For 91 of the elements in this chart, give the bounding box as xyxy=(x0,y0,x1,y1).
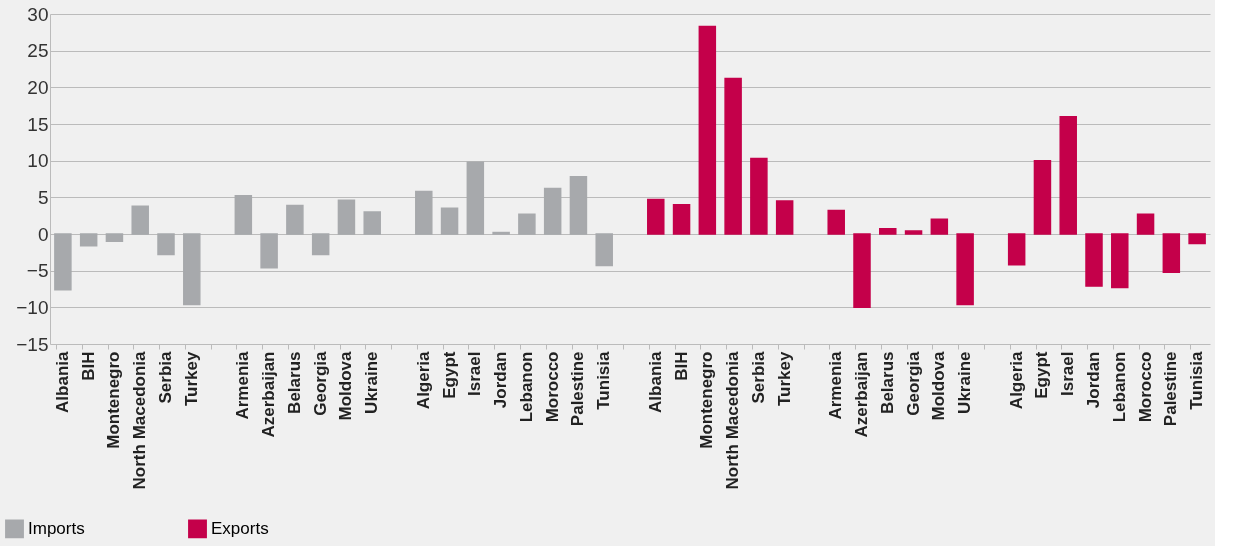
bar xyxy=(311,233,330,256)
x-tick-label: Tunisia xyxy=(1187,350,1207,410)
bar xyxy=(1033,159,1052,235)
x-tick-label: Tunisia xyxy=(594,350,614,410)
bar xyxy=(879,228,897,235)
bar xyxy=(1007,233,1026,266)
y-tick-label: 0 xyxy=(37,223,49,245)
x-tick-label: Belarus xyxy=(284,351,304,414)
bar xyxy=(595,233,613,267)
x-tick-label: Albania xyxy=(645,350,665,413)
legend-label: Exports xyxy=(211,518,269,538)
x-tick-label: Jordan xyxy=(1084,351,1103,409)
bar xyxy=(415,190,433,235)
y-tick-label: 5 xyxy=(37,186,49,208)
bar xyxy=(1085,233,1103,287)
x-tick-label: Israel xyxy=(465,351,485,396)
bar xyxy=(853,233,871,309)
x-tick-label: Lebanon xyxy=(516,351,536,423)
bar xyxy=(157,233,175,256)
x-tick-label: BIH xyxy=(78,351,98,381)
bar xyxy=(672,203,691,235)
bar xyxy=(131,205,149,235)
x-tick-label: Armenia xyxy=(826,350,846,420)
x-tick-label: Algeria xyxy=(413,350,433,410)
bar xyxy=(750,157,768,235)
bar xyxy=(337,199,356,235)
x-tick-label: BIH xyxy=(671,351,691,381)
bar xyxy=(1111,233,1129,289)
bar xyxy=(698,25,717,235)
bar xyxy=(54,233,72,291)
bar xyxy=(105,233,124,243)
bar xyxy=(440,207,459,235)
x-tick-label: Ukraine xyxy=(362,351,382,414)
bar xyxy=(518,213,536,235)
bar xyxy=(79,233,98,247)
bar xyxy=(904,230,923,235)
y-tick-label: 30 xyxy=(27,3,49,25)
x-tick-label: Belarus xyxy=(877,351,897,414)
bar xyxy=(543,187,562,235)
x-tick-label: Egypt xyxy=(1032,351,1052,399)
bar xyxy=(724,77,742,235)
y-tick-label: 10 xyxy=(27,150,49,172)
legend-label: Imports xyxy=(28,518,85,538)
x-tick-label: Palestine xyxy=(568,351,588,427)
x-tick-label: Israel xyxy=(1058,351,1078,396)
bar xyxy=(775,200,794,235)
bar xyxy=(1136,213,1155,235)
x-tick-label: Montenegro xyxy=(697,351,717,449)
bar xyxy=(1162,233,1181,273)
x-tick-label: Morocco xyxy=(542,351,562,423)
y-tick-label: 15 xyxy=(27,113,49,135)
y-tick-label: 20 xyxy=(27,76,49,98)
bar xyxy=(647,198,665,235)
bar xyxy=(183,233,201,306)
bar xyxy=(1059,115,1077,235)
x-tick-label: North Macedonia xyxy=(130,350,150,490)
x-tick-label: Moldova xyxy=(336,350,356,421)
y-tick-label: 25 xyxy=(27,40,49,62)
y-tick-label: −10 xyxy=(16,296,49,318)
x-tick-label: Morocco xyxy=(1135,351,1155,423)
x-tick-label: Azerbaijan xyxy=(852,351,871,438)
x-tick-label: Serbia xyxy=(156,350,175,404)
x-tick-label: Egypt xyxy=(439,351,459,399)
x-tick-label: Turkey xyxy=(181,350,201,406)
y-tick-label: −5 xyxy=(26,260,49,282)
x-tick-label: Turkey xyxy=(774,350,794,406)
x-tick-label: Moldova xyxy=(929,350,949,421)
x-tick-label: Georgia xyxy=(310,350,330,416)
bar xyxy=(260,233,278,269)
bar xyxy=(956,233,974,306)
bar xyxy=(286,204,304,235)
x-tick-label: Palestine xyxy=(1161,351,1181,427)
bar xyxy=(569,176,588,235)
x-tick-label: Ukraine xyxy=(955,351,975,414)
x-tick-label: Azerbaijan xyxy=(259,351,279,438)
x-tick-label: Serbia xyxy=(748,350,768,404)
bar xyxy=(827,209,845,235)
x-tick-label: Georgia xyxy=(903,350,923,416)
x-tick-label: Montenegro xyxy=(104,351,124,449)
bar xyxy=(363,211,381,235)
x-tick-label: Algeria xyxy=(1006,350,1026,410)
bar xyxy=(234,195,253,235)
x-tick-label: Lebanon xyxy=(1109,351,1129,423)
x-tick-label: North Macedonia xyxy=(723,350,743,490)
bar xyxy=(930,218,949,235)
y-tick-label: −15 xyxy=(16,333,49,355)
x-tick-label: Jordan xyxy=(491,351,511,409)
x-tick-label: Albania xyxy=(52,350,72,413)
bar xyxy=(466,161,485,235)
x-tick-label: Armenia xyxy=(233,350,253,420)
bar xyxy=(1188,233,1206,245)
